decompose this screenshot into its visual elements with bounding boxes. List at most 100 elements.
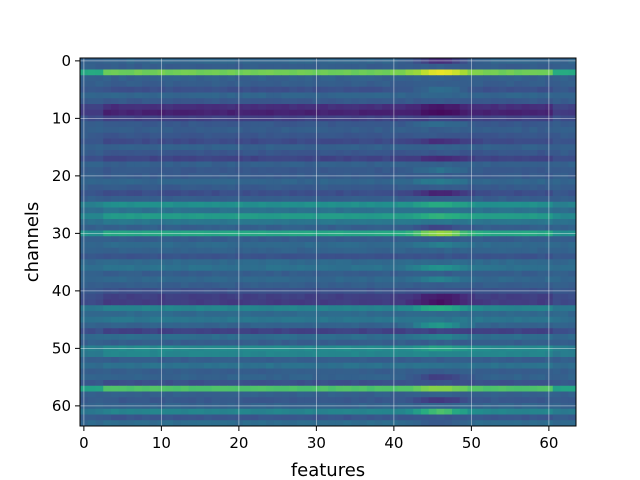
heatmap-cell	[111, 311, 120, 318]
heatmap-cell	[250, 247, 259, 254]
heatmap-cell	[421, 213, 430, 220]
heatmap-cell	[328, 155, 337, 162]
heatmap-cell	[374, 322, 383, 329]
heatmap-cell	[242, 247, 251, 254]
heatmap-cell	[421, 178, 430, 185]
heatmap-cell	[173, 265, 182, 272]
heatmap-cell	[366, 391, 375, 398]
heatmap-cell	[165, 311, 174, 318]
heatmap-cell	[103, 98, 112, 105]
heatmap-cell	[227, 196, 236, 203]
heatmap-cell	[180, 167, 189, 174]
heatmap-cell	[506, 75, 515, 82]
heatmap-cell	[188, 276, 197, 283]
heatmap-cell	[568, 184, 577, 191]
heatmap-cell	[514, 357, 523, 364]
heatmap-cell	[180, 385, 189, 392]
heatmap-cell	[126, 161, 135, 168]
heatmap-cell	[242, 397, 251, 404]
heatmap-cell	[521, 334, 530, 341]
heatmap-cell	[328, 385, 337, 392]
heatmap-cell	[459, 69, 468, 76]
heatmap-cell	[366, 357, 375, 364]
heatmap-cell	[180, 253, 189, 260]
heatmap-cell	[273, 81, 282, 88]
heatmap-cell	[374, 69, 383, 76]
heatmap-cell	[242, 282, 251, 289]
heatmap-cell	[320, 219, 329, 226]
heatmap-cell	[250, 132, 259, 139]
heatmap-cell	[498, 178, 507, 185]
heatmap-cell	[452, 408, 461, 415]
heatmap-cell	[552, 270, 561, 277]
heatmap-cell	[281, 92, 290, 99]
heatmap-cell	[374, 299, 383, 306]
heatmap-cell	[250, 104, 259, 111]
heatmap-cell	[258, 104, 267, 111]
heatmap-cell	[351, 368, 360, 375]
heatmap-cell	[382, 104, 391, 111]
heatmap-cell	[343, 385, 352, 392]
heatmap-cell	[421, 385, 430, 392]
heatmap-cell	[483, 339, 492, 346]
heatmap-cell	[142, 397, 151, 404]
heatmap-cell	[118, 178, 127, 185]
heatmap-cell	[359, 351, 368, 358]
heatmap-cell	[118, 385, 127, 392]
heatmap-cell	[242, 305, 251, 312]
heatmap-cell	[149, 242, 158, 249]
heatmap-cell	[258, 259, 267, 266]
heatmap-cell	[297, 334, 306, 341]
heatmap-cell	[266, 75, 275, 82]
heatmap-cell	[95, 368, 104, 375]
heatmap-cell	[382, 144, 391, 151]
heatmap-cell	[382, 155, 391, 162]
heatmap-cell	[204, 224, 213, 231]
heatmap-cell	[87, 299, 96, 306]
heatmap-cell	[149, 322, 158, 329]
heatmap-cell	[506, 242, 515, 249]
heatmap-cell	[289, 414, 298, 421]
heatmap-cell	[335, 104, 344, 111]
heatmap-cell	[537, 236, 546, 243]
heatmap-cell	[87, 368, 96, 375]
heatmap-cell	[428, 408, 437, 415]
heatmap-cell	[568, 213, 577, 220]
heatmap-cell	[149, 207, 158, 214]
heatmap-cell	[537, 357, 546, 364]
heatmap-cell	[281, 144, 290, 151]
heatmap-cell	[266, 293, 275, 300]
heatmap-cell	[568, 121, 577, 128]
heatmap-cell	[103, 362, 112, 369]
heatmap-cell	[219, 362, 228, 369]
heatmap-cell	[421, 132, 430, 139]
heatmap-cell	[490, 75, 499, 82]
heatmap-cell	[351, 196, 360, 203]
heatmap-cell	[149, 408, 158, 415]
heatmap-cell	[211, 236, 220, 243]
heatmap-cell	[118, 81, 127, 88]
heatmap-cell	[304, 155, 313, 162]
heatmap-cell	[126, 351, 135, 358]
heatmap-cell	[281, 127, 290, 134]
heatmap-cell	[436, 109, 445, 116]
heatmap-cell	[196, 207, 205, 214]
heatmap-cell	[359, 339, 368, 346]
heatmap-cell	[366, 178, 375, 185]
heatmap-cell	[95, 121, 104, 128]
heatmap-cell	[273, 155, 282, 162]
heatmap-cell	[227, 339, 236, 346]
heatmap-cell	[475, 253, 484, 260]
heatmap-cell	[444, 196, 453, 203]
heatmap-cell	[335, 253, 344, 260]
heatmap-cell	[250, 270, 259, 277]
heatmap-cell	[568, 397, 577, 404]
heatmap-cell	[382, 351, 391, 358]
heatmap-cell	[560, 127, 569, 134]
heatmap-cell	[173, 282, 182, 289]
heatmap-cell	[87, 98, 96, 105]
heatmap-cell	[273, 351, 282, 358]
x-axis-label: features	[291, 460, 365, 480]
heatmap-cell	[273, 385, 282, 392]
heatmap-cell	[444, 334, 453, 341]
